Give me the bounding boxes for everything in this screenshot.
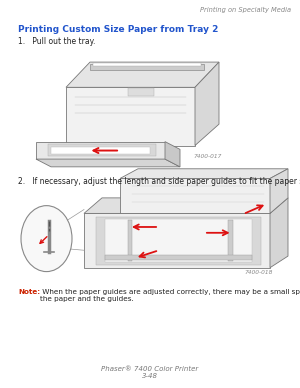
Polygon shape [195,62,219,146]
Polygon shape [84,213,270,268]
Polygon shape [128,220,132,261]
Polygon shape [51,147,150,154]
Text: 7400-018: 7400-018 [244,270,273,275]
Circle shape [21,206,72,272]
Text: Phaser® 7400 Color Printer
3-48: Phaser® 7400 Color Printer 3-48 [101,366,199,379]
Polygon shape [66,87,195,146]
Polygon shape [66,62,219,87]
Polygon shape [48,144,156,156]
Text: 2.   If necessary, adjust the length and side paper guides to fit the paper size: 2. If necessary, adjust the length and s… [18,177,300,185]
Text: Printing on Specialty Media: Printing on Specialty Media [200,7,291,13]
Polygon shape [105,219,252,262]
Text: Printing Custom Size Paper from Tray 2: Printing Custom Size Paper from Tray 2 [18,25,218,34]
Text: When the paper guides are adjusted correctly, there may be a small space between: When the paper guides are adjusted corre… [40,289,300,302]
Polygon shape [96,217,261,265]
Polygon shape [165,142,180,167]
Polygon shape [120,169,288,178]
Polygon shape [105,255,252,260]
Polygon shape [270,169,288,213]
Text: 1.   Pull out the tray.: 1. Pull out the tray. [18,37,95,46]
Text: 7400-017: 7400-017 [194,154,222,159]
FancyBboxPatch shape [128,88,154,96]
Polygon shape [36,159,180,167]
Polygon shape [228,220,232,261]
Polygon shape [84,198,288,213]
Text: Note:: Note: [18,289,40,295]
Polygon shape [93,63,201,66]
Polygon shape [90,64,204,70]
Polygon shape [120,178,270,213]
Polygon shape [36,142,165,159]
Polygon shape [270,198,288,268]
